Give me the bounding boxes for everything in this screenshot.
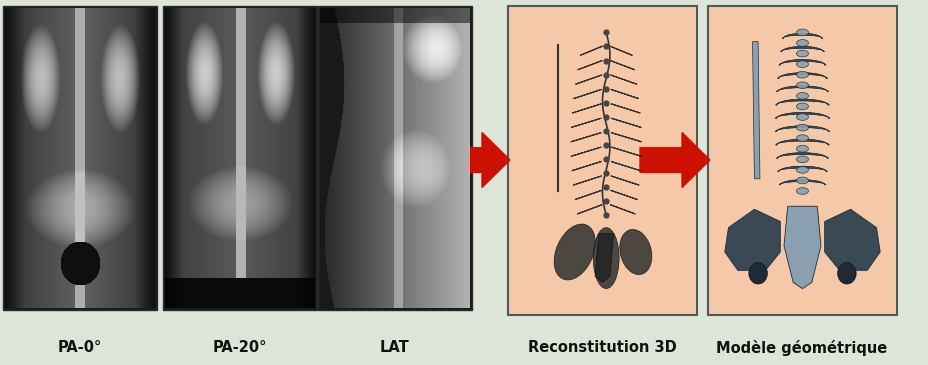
Polygon shape: [781, 33, 822, 38]
Polygon shape: [595, 234, 612, 283]
Bar: [162, 6, 316, 310]
FancyArrow shape: [440, 132, 509, 188]
Ellipse shape: [554, 224, 595, 280]
Polygon shape: [777, 166, 827, 172]
Ellipse shape: [837, 263, 856, 284]
Ellipse shape: [795, 61, 807, 68]
Ellipse shape: [795, 188, 807, 194]
Text: Reconstitution 3D: Reconstitution 3D: [527, 340, 676, 355]
Polygon shape: [776, 153, 828, 158]
Polygon shape: [824, 209, 879, 270]
Polygon shape: [779, 59, 825, 65]
Ellipse shape: [795, 177, 807, 184]
Polygon shape: [724, 209, 780, 270]
Ellipse shape: [795, 166, 807, 173]
Polygon shape: [776, 153, 828, 158]
Polygon shape: [776, 86, 828, 92]
Polygon shape: [752, 42, 759, 179]
Polygon shape: [779, 59, 825, 65]
Ellipse shape: [619, 230, 651, 274]
Polygon shape: [775, 99, 829, 105]
Polygon shape: [775, 112, 829, 118]
Polygon shape: [775, 139, 829, 145]
Polygon shape: [775, 126, 829, 132]
Ellipse shape: [795, 156, 807, 163]
Bar: [317, 6, 471, 310]
Bar: [508, 6, 696, 315]
Text: LAT: LAT: [380, 340, 409, 355]
Ellipse shape: [795, 124, 807, 131]
Ellipse shape: [593, 228, 618, 289]
Ellipse shape: [795, 29, 807, 36]
Ellipse shape: [795, 145, 807, 152]
Text: PA-0°: PA-0°: [58, 340, 102, 355]
Polygon shape: [779, 180, 825, 185]
Bar: [3, 6, 157, 310]
Ellipse shape: [795, 50, 807, 57]
Polygon shape: [777, 73, 827, 78]
Polygon shape: [783, 206, 820, 289]
Ellipse shape: [795, 103, 807, 110]
Polygon shape: [776, 86, 828, 92]
Polygon shape: [781, 33, 822, 38]
Polygon shape: [777, 73, 827, 78]
Polygon shape: [775, 112, 829, 118]
Polygon shape: [780, 46, 823, 52]
Bar: [707, 6, 896, 315]
Polygon shape: [775, 139, 829, 145]
Ellipse shape: [795, 135, 807, 142]
Ellipse shape: [795, 40, 807, 46]
Ellipse shape: [795, 71, 807, 78]
Polygon shape: [775, 99, 829, 105]
FancyArrow shape: [639, 132, 709, 188]
Ellipse shape: [795, 114, 807, 120]
Ellipse shape: [795, 92, 807, 99]
Ellipse shape: [795, 82, 807, 89]
Polygon shape: [780, 46, 823, 52]
Polygon shape: [777, 166, 827, 172]
Text: Modèle géométrique: Modèle géométrique: [715, 340, 886, 356]
Ellipse shape: [748, 263, 767, 284]
Polygon shape: [779, 180, 825, 185]
Text: PA-20°: PA-20°: [213, 340, 267, 355]
Polygon shape: [775, 126, 829, 132]
